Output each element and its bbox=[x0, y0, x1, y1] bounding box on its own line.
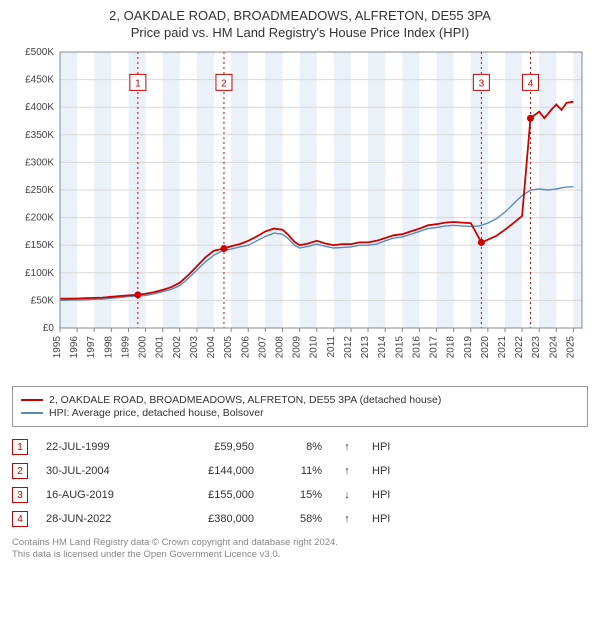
legend-label: HPI: Average price, detached house, Bols… bbox=[49, 407, 264, 419]
y-tick-label: £500K bbox=[25, 47, 54, 58]
row-price: £380,000 bbox=[174, 513, 254, 525]
x-tick-label: 1998 bbox=[103, 336, 114, 359]
x-tick-label: 2019 bbox=[463, 336, 474, 359]
x-tick-label: 2025 bbox=[565, 336, 576, 359]
row-marker: 4 bbox=[12, 511, 28, 527]
x-tick-label: 2002 bbox=[172, 336, 183, 359]
y-tick-label: £0 bbox=[43, 323, 55, 334]
x-tick-label: 2018 bbox=[446, 336, 457, 359]
x-tick-label: 2013 bbox=[360, 336, 371, 359]
row-hpi-label: HPI bbox=[372, 465, 402, 477]
x-tick-label: 2005 bbox=[223, 336, 234, 359]
transactions-table: 1 22-JUL-1999 £59,950 8% ↑ HPI 2 30-JUL-2004 £14… bbox=[12, 435, 588, 531]
legend: 2, OAKDALE ROAD, BROADMEADOWS, ALFRETON,… bbox=[12, 386, 588, 427]
row-pct: 15% bbox=[272, 489, 322, 501]
row-pct: 8% bbox=[272, 441, 322, 453]
row-date: 28-JUN-2022 bbox=[46, 513, 156, 525]
x-tick-label: 1996 bbox=[69, 336, 80, 359]
table-row: 4 28-JUN-2022 £380,000 58% ↑ HPI bbox=[12, 507, 588, 531]
x-tick-label: 2022 bbox=[514, 336, 525, 359]
x-tick-label: 2006 bbox=[240, 336, 251, 359]
row-date: 30-JUL-2004 bbox=[46, 465, 156, 477]
chart-title: 2, OAKDALE ROAD, BROADMEADOWS, ALFRETON,… bbox=[10, 8, 590, 23]
row-pct: 58% bbox=[272, 513, 322, 525]
x-tick-label: 2016 bbox=[411, 336, 422, 359]
row-marker: 2 bbox=[12, 463, 28, 479]
y-tick-label: £400K bbox=[25, 102, 54, 113]
y-tick-label: £450K bbox=[25, 75, 54, 86]
table-row: 3 16-AUG-2019 £155,000 15% ↓ HPI bbox=[12, 483, 588, 507]
footer-line-1: Contains HM Land Registry data © Crown c… bbox=[12, 537, 588, 549]
x-tick-label: 2009 bbox=[292, 336, 303, 359]
marker-label: 3 bbox=[479, 78, 485, 89]
x-tick-label: 2003 bbox=[189, 336, 200, 359]
marker-dot bbox=[527, 115, 534, 122]
row-arrow-icon: ↓ bbox=[340, 489, 354, 501]
row-arrow-icon: ↑ bbox=[340, 441, 354, 453]
legend-swatch bbox=[21, 412, 43, 414]
legend-swatch bbox=[21, 399, 43, 401]
y-tick-label: £100K bbox=[25, 268, 54, 279]
chart-area: £0 £50K £100K £150K £200K £250K £300K £350K £400… bbox=[10, 46, 590, 376]
y-tick-label: £300K bbox=[25, 157, 54, 168]
marker-label: 4 bbox=[528, 78, 534, 89]
row-arrow-icon: ↑ bbox=[340, 513, 354, 525]
footer: Contains HM Land Registry data © Crown c… bbox=[12, 537, 588, 562]
marker-label: 1 bbox=[135, 78, 141, 89]
x-tick-label: 1995 bbox=[52, 336, 63, 359]
marker-label: 2 bbox=[221, 78, 227, 89]
row-pct: 11% bbox=[272, 465, 322, 477]
x-tick-label: 2007 bbox=[257, 336, 268, 359]
x-tick-label: 2012 bbox=[343, 336, 354, 359]
legend-row: HPI: Average price, detached house, Bols… bbox=[21, 407, 579, 419]
x-tick-label: 2023 bbox=[531, 336, 542, 359]
x-tick-label: 1997 bbox=[86, 336, 97, 359]
x-tick-label: 2000 bbox=[138, 336, 149, 359]
row-hpi-label: HPI bbox=[372, 441, 402, 453]
row-price: £155,000 bbox=[174, 489, 254, 501]
row-date: 22-JUL-1999 bbox=[46, 441, 156, 453]
x-tick-label: 2001 bbox=[155, 336, 166, 359]
y-tick-label: £250K bbox=[25, 185, 54, 196]
row-price: £59,950 bbox=[174, 441, 254, 453]
marker-dot bbox=[220, 245, 227, 252]
legend-label: 2, OAKDALE ROAD, BROADMEADOWS, ALFRETON,… bbox=[49, 394, 441, 406]
table-row: 1 22-JUL-1999 £59,950 8% ↑ HPI bbox=[12, 435, 588, 459]
chart-container: 2, OAKDALE ROAD, BROADMEADOWS, ALFRETON,… bbox=[0, 0, 600, 568]
x-tick-label: 2020 bbox=[480, 336, 491, 359]
y-tick-label: £200K bbox=[25, 213, 54, 224]
row-arrow-icon: ↑ bbox=[340, 465, 354, 477]
y-tick-label: £150K bbox=[25, 240, 54, 251]
footer-line-2: This data is licensed under the Open Gov… bbox=[12, 549, 588, 561]
x-tick-label: 2011 bbox=[326, 336, 337, 358]
chart-subtitle: Price paid vs. HM Land Registry's House … bbox=[10, 25, 590, 40]
row-marker: 1 bbox=[12, 439, 28, 455]
x-tick-label: 2010 bbox=[309, 336, 320, 359]
row-hpi-label: HPI bbox=[372, 513, 402, 525]
table-row: 2 30-JUL-2004 £144,000 11% ↑ HPI bbox=[12, 459, 588, 483]
row-hpi-label: HPI bbox=[372, 489, 402, 501]
x-tick-label: 2017 bbox=[429, 336, 440, 359]
marker-dot bbox=[134, 291, 141, 298]
x-tick-label: 2014 bbox=[377, 336, 388, 359]
marker-dot bbox=[478, 239, 485, 246]
x-tick-label: 2008 bbox=[274, 336, 285, 359]
x-tick-label: 2021 bbox=[497, 336, 508, 359]
row-date: 16-AUG-2019 bbox=[46, 489, 156, 501]
y-tick-label: £350K bbox=[25, 130, 54, 141]
chart-svg: £0 £50K £100K £150K £200K £250K £300K £350K £400… bbox=[10, 46, 590, 376]
y-tick-label: £50K bbox=[31, 295, 55, 306]
row-price: £144,000 bbox=[174, 465, 254, 477]
x-tick-label: 2004 bbox=[206, 336, 217, 359]
x-tick-label: 2024 bbox=[548, 336, 559, 359]
row-marker: 3 bbox=[12, 487, 28, 503]
x-tick-label: 2015 bbox=[394, 336, 405, 359]
x-tick-label: 1999 bbox=[120, 336, 131, 359]
legend-row: 2, OAKDALE ROAD, BROADMEADOWS, ALFRETON,… bbox=[21, 394, 579, 406]
title-block: 2, OAKDALE ROAD, BROADMEADOWS, ALFRETON,… bbox=[10, 8, 590, 40]
